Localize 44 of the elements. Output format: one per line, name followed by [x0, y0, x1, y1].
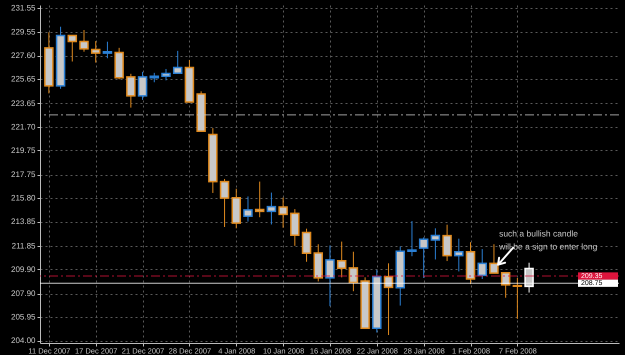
candlestick [302, 228, 312, 262]
candlestick [430, 228, 440, 260]
candlestick [68, 34, 78, 62]
candlestick [90, 40, 100, 64]
candlestick [500, 272, 510, 298]
candlestick [138, 71, 148, 100]
candlestick [79, 29, 89, 52]
y-tick-label: 227.60 [11, 51, 36, 60]
candlestick [290, 208, 300, 246]
y-tick-label: 221.70 [11, 122, 36, 132]
y-tick-label: 229.55 [11, 28, 36, 37]
candlestick [220, 178, 230, 228]
y-tick-label: 205.95 [11, 312, 36, 322]
y-tick-label: 231.55 [11, 4, 36, 13]
y-tick-label: 207.90 [11, 289, 36, 298]
candlestick [172, 50, 182, 74]
y-tick-label: 217.75 [11, 170, 36, 180]
y-tick-label: 211.85 [12, 241, 36, 250]
candlestick [150, 72, 160, 83]
candlestick [102, 41, 112, 59]
candlestick [407, 220, 417, 257]
candlestick [254, 181, 264, 218]
y-tick-label: 223.65 [11, 98, 36, 108]
candlestick [348, 251, 358, 292]
candlestick [266, 192, 276, 225]
annotation: such a bullish candle will be a sign to enter long [498, 228, 598, 252]
candlestick [512, 277, 522, 320]
candlestick [243, 196, 253, 222]
candlestick [418, 236, 428, 278]
y-tick-label: 213.85 [11, 217, 36, 226]
y-tick-label: 225.65 [11, 74, 36, 84]
y-tick-label: 209.90 [11, 264, 36, 274]
candlestick [477, 248, 487, 280]
candlestick [454, 238, 464, 272]
y-tick-label: 215.80 [11, 194, 36, 203]
candlestick [325, 244, 335, 307]
y-tick-label: 204.00 [11, 336, 36, 346]
y-tick-label: 219.75 [11, 146, 36, 155]
candlestick [278, 197, 288, 228]
candlestick [442, 224, 452, 262]
candlestick [126, 73, 136, 108]
candlestick [489, 244, 499, 274]
candlestick [161, 68, 171, 81]
candlestick [336, 241, 346, 278]
